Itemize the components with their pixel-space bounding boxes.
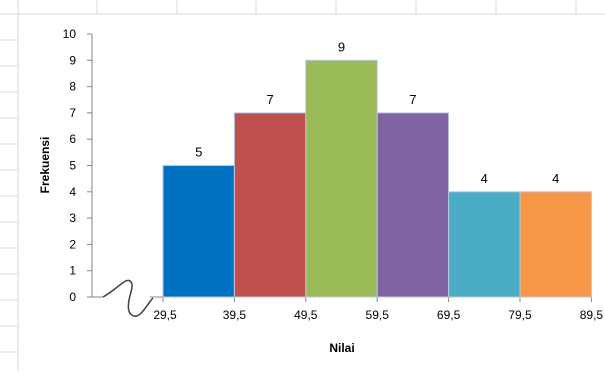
- y-tick-label: 9: [69, 53, 76, 67]
- data-label: 9: [338, 39, 345, 54]
- x-tick-label: 79,5: [508, 308, 532, 322]
- x-axis-title: Nilai: [329, 341, 354, 355]
- x-tick-label: 49,5: [294, 308, 318, 322]
- y-tick-label: 1: [69, 264, 76, 278]
- x-tick-label: 59,5: [366, 308, 390, 322]
- y-tick-label: 2: [69, 237, 76, 251]
- y-tick-label: 4: [69, 185, 76, 199]
- x-tick-label: 29,5: [153, 308, 177, 322]
- y-tick-label: 10: [63, 27, 77, 41]
- data-label: 7: [409, 92, 416, 107]
- bar: [448, 191, 521, 298]
- x-tick-labels: 29,5 39,5 49,5 59,5 69,5 79,5 89,5: [153, 308, 603, 322]
- data-label: 7: [266, 92, 273, 107]
- bar: [376, 112, 450, 298]
- y-tick-label: 7: [69, 106, 76, 120]
- y-tick-label: 5: [69, 159, 76, 173]
- bar: [305, 59, 378, 298]
- data-label: 5: [195, 145, 202, 160]
- x-tick-label: 89,5: [580, 308, 604, 322]
- y-tick-label: 8: [69, 80, 76, 94]
- y-tick-label: 3: [69, 211, 76, 225]
- x-tick-label: 69,5: [437, 308, 461, 322]
- bars: [162, 59, 592, 298]
- y-tick-label: 0: [69, 290, 76, 304]
- y-axis-title: Frekuensi: [38, 137, 52, 194]
- y-tick-labels: 0 1 2 3 4 5 6 7 8 9 10: [63, 27, 77, 304]
- data-label: 4: [552, 171, 559, 186]
- axis-break-mark: [102, 279, 154, 317]
- bar: [233, 112, 307, 298]
- data-labels: 5 7 9 7 4 4: [195, 39, 559, 186]
- bar: [519, 191, 592, 298]
- x-tick-label: 39,5: [223, 308, 247, 322]
- bar: [162, 165, 235, 298]
- data-label: 4: [481, 171, 488, 186]
- y-tick-label: 6: [69, 132, 76, 146]
